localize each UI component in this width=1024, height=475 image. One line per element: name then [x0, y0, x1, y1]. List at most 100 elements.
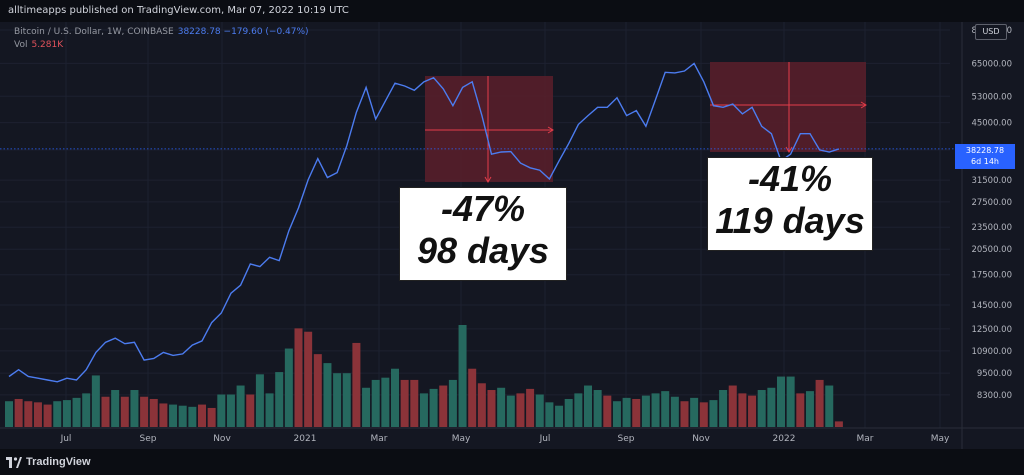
symbol-price: 38228.78 −179.60 (−0.47%) — [177, 27, 309, 37]
time-axis: Jul Sep Nov 2021 Mar May Jul Sep Nov 2022 Mar May — [60, 434, 950, 444]
volume-bar — [323, 363, 332, 427]
volume-bar — [246, 394, 255, 427]
footer-bar: TradingView — [0, 449, 1024, 475]
volume-bar — [535, 394, 544, 427]
symbol-legend[interactable]: Bitcoin / U.S. Dollar, 1W, COINBASE 38228… — [14, 27, 309, 37]
volume-bar — [410, 379, 419, 427]
time-tick-label: Mar — [371, 434, 388, 444]
volume-value: 5.281K — [31, 40, 64, 50]
volume-bar — [111, 390, 120, 427]
symbol-name: Bitcoin / U.S. Dollar, 1W, COINBASE — [14, 27, 174, 37]
volume-bar — [217, 394, 226, 427]
volume-bar — [564, 398, 573, 427]
volume-bar — [53, 401, 62, 427]
price-tick-label: 9500.00 — [977, 369, 1012, 379]
volume-bar — [43, 404, 52, 427]
zone-arrow-down — [484, 176, 492, 183]
volume-bar — [526, 388, 535, 427]
volume-bar — [304, 331, 313, 427]
bar-countdown: 6d 14h — [971, 157, 999, 166]
zone-arrow-right — [860, 101, 867, 109]
volume-bar — [815, 379, 824, 427]
volume-bar — [207, 407, 216, 427]
volume-bar — [651, 393, 660, 427]
volume-bar — [767, 387, 776, 427]
volume-bar — [690, 397, 699, 427]
callout-2-percent: -41% — [747, 158, 833, 199]
volume-bar — [661, 391, 670, 427]
publisher-text: alltimeapps published on TradingView.com… — [8, 5, 349, 16]
volume-bars — [5, 325, 843, 427]
price-tick-label: 31500.00 — [971, 176, 1012, 186]
volume-bar — [477, 383, 486, 427]
volume-bar — [825, 385, 834, 427]
drawdown-zone-1 — [425, 76, 553, 182]
last-price-value: 38228.78 — [965, 146, 1005, 155]
volume-bar — [497, 387, 506, 427]
volume-bar — [448, 379, 457, 427]
volume-bar — [33, 402, 42, 427]
tradingview-brand[interactable]: TradingView — [26, 456, 91, 468]
volume-bar — [5, 401, 13, 427]
volume-bar — [62, 400, 71, 427]
volume-bar — [352, 342, 361, 427]
zone-arrow-right — [547, 126, 554, 134]
volume-bar — [178, 405, 187, 427]
volume-label: Vol — [14, 40, 28, 50]
volume-bar — [603, 395, 612, 427]
volume-bar — [101, 396, 110, 427]
last-price-label: 38228.78 6d 14h — [955, 144, 1015, 169]
callout-1-days: 98 days — [416, 230, 550, 271]
volume-bar — [226, 394, 235, 427]
volume-bar — [91, 375, 100, 427]
price-tick-label: 53000.00 — [971, 92, 1012, 102]
price-tick-label: 8300.00 — [977, 391, 1012, 401]
volume-bar — [82, 393, 91, 427]
volume-bar — [391, 368, 399, 427]
price-tick-label: 20500.00 — [971, 245, 1012, 255]
volume-bar — [786, 376, 795, 427]
volume-bar — [333, 373, 342, 427]
time-tick-label: Jul — [60, 434, 72, 444]
volume-bar — [188, 406, 197, 427]
callout-2-days: 119 days — [715, 200, 865, 241]
volume-bar — [275, 372, 284, 427]
volume-bar — [439, 385, 448, 427]
volume-bar — [834, 421, 843, 427]
volume-bar — [622, 397, 631, 427]
volume-bar — [728, 385, 737, 427]
time-tick-label: Sep — [140, 434, 157, 444]
volume-bar — [72, 397, 81, 427]
price-line — [8, 62, 840, 383]
volume-bar — [313, 354, 322, 427]
tradingview-logo-icon[interactable] — [6, 457, 22, 468]
volume-bar — [458, 325, 467, 427]
volume-bar — [149, 398, 158, 427]
volume-bar — [120, 396, 129, 427]
volume-bar — [236, 385, 245, 427]
volume-bar — [198, 404, 206, 427]
drawdown-callout-2: -41% 119 days — [707, 157, 873, 251]
volume-bar — [584, 385, 592, 427]
currency-button[interactable]: USD — [975, 24, 1007, 40]
drawdown-callout-1: -47% 98 days — [399, 187, 567, 281]
volume-bar — [140, 396, 149, 427]
volume-bar — [265, 393, 274, 427]
volume-bar — [670, 396, 679, 427]
time-tick-label: May — [931, 434, 950, 444]
volume-bar — [805, 391, 814, 427]
volume-bar — [362, 387, 371, 427]
volume-bar — [371, 379, 380, 427]
volume-bar — [24, 401, 33, 427]
callout-1-percent: -47% — [440, 188, 526, 229]
time-tick-label: Mar — [857, 434, 874, 444]
time-tick-label: May — [452, 434, 471, 444]
publisher-header: alltimeapps published on TradingView.com… — [0, 0, 1024, 22]
time-tick-label: Jul — [539, 434, 551, 444]
volume-bar — [400, 379, 409, 427]
volume-bar — [612, 401, 621, 427]
volume-bar — [748, 395, 757, 427]
price-tick-label: 45000.00 — [971, 119, 1012, 129]
volume-bar — [719, 390, 728, 427]
volume-legend[interactable]: Vol 5.281K — [14, 40, 63, 50]
